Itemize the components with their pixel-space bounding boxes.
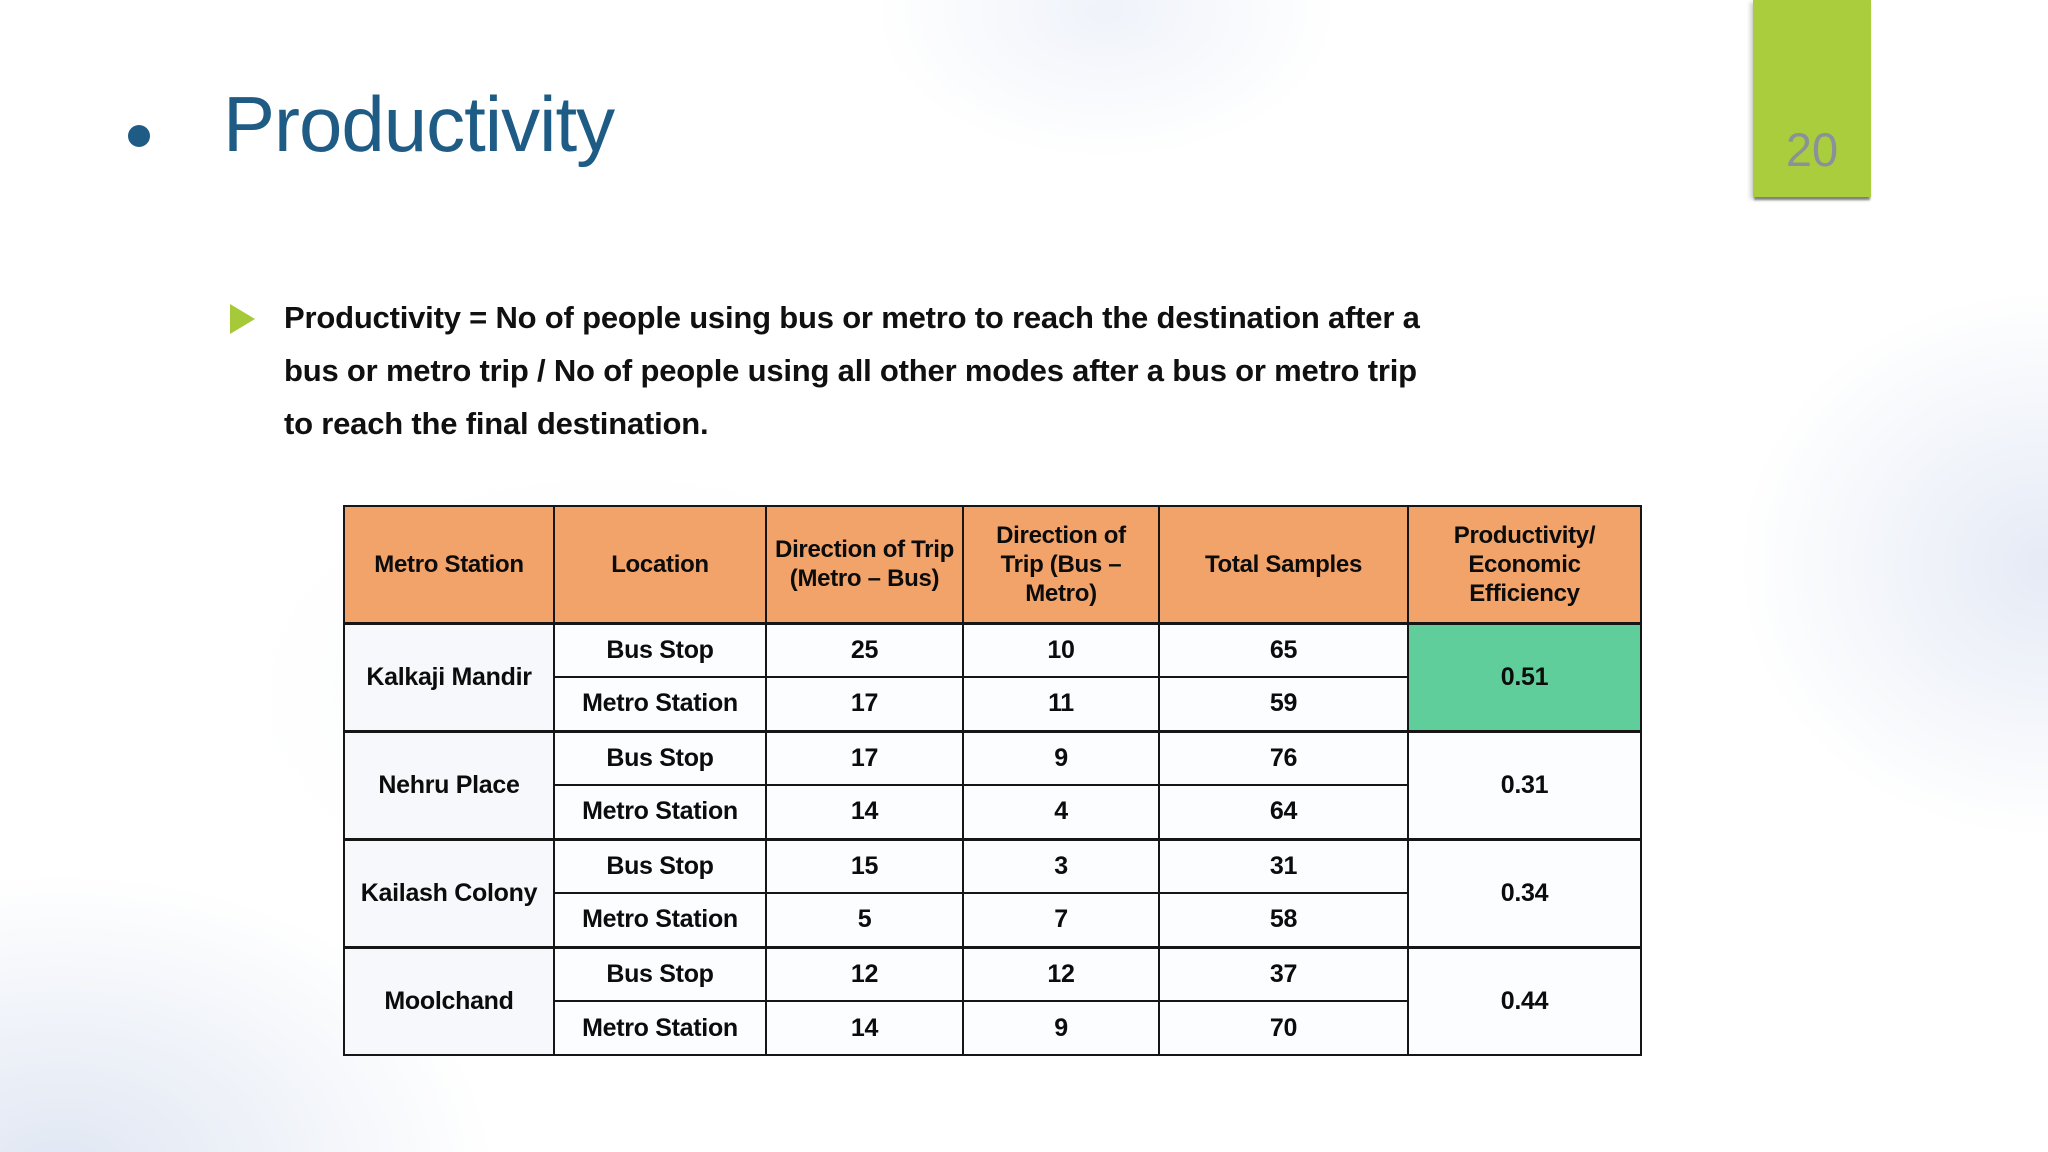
table-row: Nehru Place Bus Stop 17 9 76 0.31 — [343, 729, 1642, 840]
cell-metro-bus: 25 — [765, 621, 964, 678]
cell-bus-metro: 9 — [962, 1000, 1160, 1056]
header-metro-station: Metro Station — [343, 505, 555, 625]
cell-metro-bus: 12 — [765, 945, 964, 1002]
triangle-bullet-icon — [230, 304, 255, 334]
table-row: Kailash Colony Bus Stop 15 3 31 0.34 — [343, 837, 1642, 948]
cell-bus-metro: 12 — [962, 945, 1160, 1002]
cell-efficiency: 0.44 — [1407, 945, 1642, 1056]
productivity-table: Metro Station Location Direction of Trip… — [343, 505, 1642, 1056]
cell-station: Moolchand — [343, 945, 555, 1056]
cell-bus-metro: 10 — [962, 621, 1160, 678]
cell-total: 70 — [1158, 1000, 1409, 1056]
cell-total: 31 — [1158, 837, 1409, 894]
cell-metro-bus: 14 — [765, 784, 964, 840]
cell-station: Kalkaji Mandir — [343, 621, 555, 732]
cell-metro-bus: 15 — [765, 837, 964, 894]
table-row: Metro Station 14 9 70 — [344, 1000, 1641, 1056]
cell-metro-bus: 5 — [765, 892, 964, 948]
table-row: Moolchand Bus Stop 12 12 37 0.44 — [343, 945, 1642, 1056]
cell-metro-bus: 14 — [765, 1000, 964, 1056]
table-row: Kalkaji Mandir Bus Stop 25 10 65 0.51 — [343, 621, 1642, 732]
page-title: Productivity — [223, 80, 615, 168]
header-direction-metro-bus: Direction of Trip (Metro – Bus) — [765, 505, 964, 625]
cell-location: Metro Station — [553, 676, 767, 732]
cell-total: 76 — [1158, 729, 1409, 786]
definition-text: Productivity = No of people using bus or… — [284, 300, 1420, 441]
header-total-samples: Total Samples — [1158, 505, 1409, 625]
title-bullet-dot — [128, 125, 150, 147]
table-row: Metro Station 17 11 59 — [344, 676, 1641, 732]
cell-location: Bus Stop — [553, 837, 767, 894]
cell-bus-metro: 7 — [962, 892, 1160, 948]
cell-bus-metro: 3 — [962, 837, 1160, 894]
cell-location: Metro Station — [553, 892, 767, 948]
cell-efficiency: 0.31 — [1407, 729, 1642, 840]
cell-location: Bus Stop — [553, 621, 767, 678]
cell-station: Nehru Place — [343, 729, 555, 840]
table-header: Metro Station Location Direction of Trip… — [343, 505, 1642, 625]
header-direction-bus-metro: Direction of Trip (Bus – Metro) — [962, 505, 1160, 625]
cell-location: Metro Station — [553, 784, 767, 840]
cell-bus-metro: 4 — [962, 784, 1160, 840]
cell-efficiency-highlight: 0.51 — [1407, 621, 1642, 732]
cell-bus-metro: 11 — [962, 676, 1160, 732]
cell-total: 65 — [1158, 621, 1409, 678]
table-row: Metro Station 5 7 58 — [344, 892, 1641, 948]
cell-total: 59 — [1158, 676, 1409, 732]
header-efficiency: Productivity/ Economic Efficiency — [1407, 505, 1642, 625]
cell-location: Bus Stop — [553, 729, 767, 786]
cell-efficiency: 0.34 — [1407, 837, 1642, 948]
page-number-badge: 20 — [1753, 0, 1871, 197]
cell-metro-bus: 17 — [765, 676, 964, 732]
header-location: Location — [553, 505, 767, 625]
cell-station: Kailash Colony — [343, 837, 555, 948]
table-header-row: Metro Station Location Direction of Trip… — [343, 505, 1642, 625]
cell-total: 58 — [1158, 892, 1409, 948]
cell-bus-metro: 9 — [962, 729, 1160, 786]
cell-metro-bus: 17 — [765, 729, 964, 786]
page-number: 20 — [1785, 123, 1839, 176]
cell-total: 64 — [1158, 784, 1409, 840]
table-row: Metro Station 14 4 64 — [344, 784, 1641, 840]
cell-location: Metro Station — [553, 1000, 767, 1056]
cell-total: 37 — [1158, 945, 1409, 1002]
table-body: Kalkaji Mandir Bus Stop 25 10 65 0.51 Me… — [343, 621, 1642, 1056]
cell-location: Bus Stop — [553, 945, 767, 1002]
